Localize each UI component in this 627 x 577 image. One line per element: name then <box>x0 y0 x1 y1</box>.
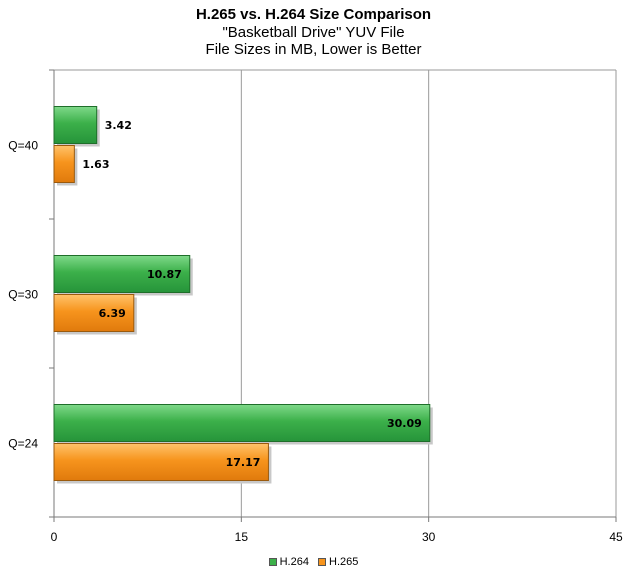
chart-subtitle-line-2: File Sizes in MB, Lower is Better <box>205 41 422 58</box>
x-tick-label-2: 30 <box>422 530 436 544</box>
data-label-h265-2: 17.17 <box>226 456 261 469</box>
x-tick-label-3: 45 <box>609 530 623 544</box>
y-category-label-1: Q=30 <box>8 288 38 302</box>
axis-layer: 0 15 30 45 Q=40 Q=30 Q=24 <box>8 69 623 544</box>
label-layer: 3.42 1.63 10.87 6.39 30.09 17.17 <box>82 119 421 469</box>
data-label-h265-0: 1.63 <box>82 158 109 171</box>
y-category-label-2: Q=24 <box>8 437 38 451</box>
bar-h264-0 <box>53 106 98 144</box>
bar-layer <box>53 106 433 484</box>
data-label-h264-1: 10.87 <box>147 268 182 281</box>
bar-h264-1 <box>53 255 191 293</box>
chart-subtitle-line-1: "Basketball Drive" YUV File <box>222 24 405 41</box>
data-label-h265-1: 6.39 <box>99 307 126 320</box>
legend-label-h264: H.264 <box>279 556 309 568</box>
legend-swatch-h264 <box>268 558 277 566</box>
x-tick-label-0: 0 <box>51 530 58 544</box>
legend-swatch-h265 <box>318 558 327 566</box>
data-label-h264-0: 3.42 <box>105 119 132 132</box>
bar-h264-2 <box>53 404 431 442</box>
x-tick-label-1: 15 <box>235 530 249 544</box>
bar-h265-2 <box>53 443 269 481</box>
y-category-label-0: Q=40 <box>8 139 38 153</box>
chart-legend: H.264 H.265 <box>0 555 627 569</box>
chart-title-block: H.265 vs. H.264 Size Comparison "Basketb… <box>0 6 627 58</box>
chart-title: H.265 vs. H.264 Size Comparison <box>195 6 432 23</box>
bar-h265-0 <box>53 145 75 183</box>
data-label-h264-2: 30.09 <box>387 417 422 430</box>
legend-item-h265: H.265 <box>318 555 358 569</box>
bar-h265-1 <box>53 294 135 332</box>
legend-item-h264: H.264 <box>268 555 309 569</box>
legend-label-h265: H.265 <box>329 556 359 568</box>
